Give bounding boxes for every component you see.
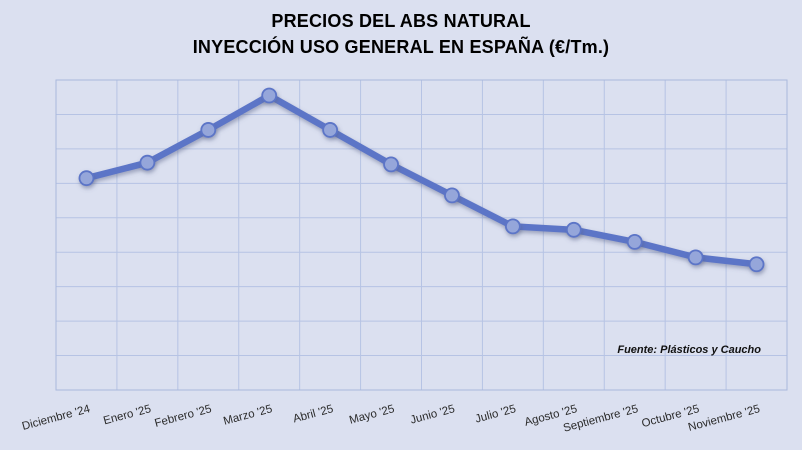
x-axis-label: Julio '25 <box>473 403 518 426</box>
source-note: Fuente: Plásticos y Caucho <box>617 344 761 356</box>
x-axis-label: Junio '25 <box>409 403 457 427</box>
plot-border <box>55 79 788 391</box>
chart-svg <box>55 79 788 391</box>
x-axis-label: Mayo '25 <box>347 403 396 427</box>
data-point-marker <box>565 221 582 238</box>
data-point-marker <box>444 187 460 204</box>
data-point-marker <box>748 256 765 273</box>
data-point-marker <box>504 218 521 235</box>
data-point-marker <box>261 87 278 104</box>
x-axis-label: Enero '25 <box>101 403 152 428</box>
data-point-marker <box>626 233 643 250</box>
data-point-marker <box>383 156 399 173</box>
x-axis-label: Agosto '25 <box>523 403 579 429</box>
gridlines <box>55 79 788 391</box>
x-axis-label: Noviembre '25 <box>686 403 762 434</box>
x-axis-label: Septiembre '25 <box>561 403 640 435</box>
x-axis-label: Diciembre '24 <box>20 403 92 433</box>
x-axis-label: Marzo '25 <box>222 403 274 428</box>
data-point-marker <box>78 170 95 187</box>
plot-area <box>55 79 788 391</box>
price-line <box>83 92 760 268</box>
x-axis-label: Octubre '25 <box>639 403 701 431</box>
data-point-marker <box>139 154 156 171</box>
chart-title: PRECIOS DEL ABS NATURAL INYECCIÓN USO GE… <box>0 8 802 60</box>
data-point-marker <box>687 249 704 266</box>
chart-title-line1: PRECIOS DEL ABS NATURAL <box>271 11 531 31</box>
price-series <box>78 87 765 273</box>
x-axis-label: Febrero '25 <box>153 403 213 430</box>
chart-title-line2: INYECCIÓN USO GENERAL EN ESPAÑA (€/Tm.) <box>192 37 610 57</box>
data-point-marker <box>200 122 217 138</box>
x-axis-label: Abril '25 <box>291 403 335 426</box>
data-point-marker <box>322 122 339 138</box>
